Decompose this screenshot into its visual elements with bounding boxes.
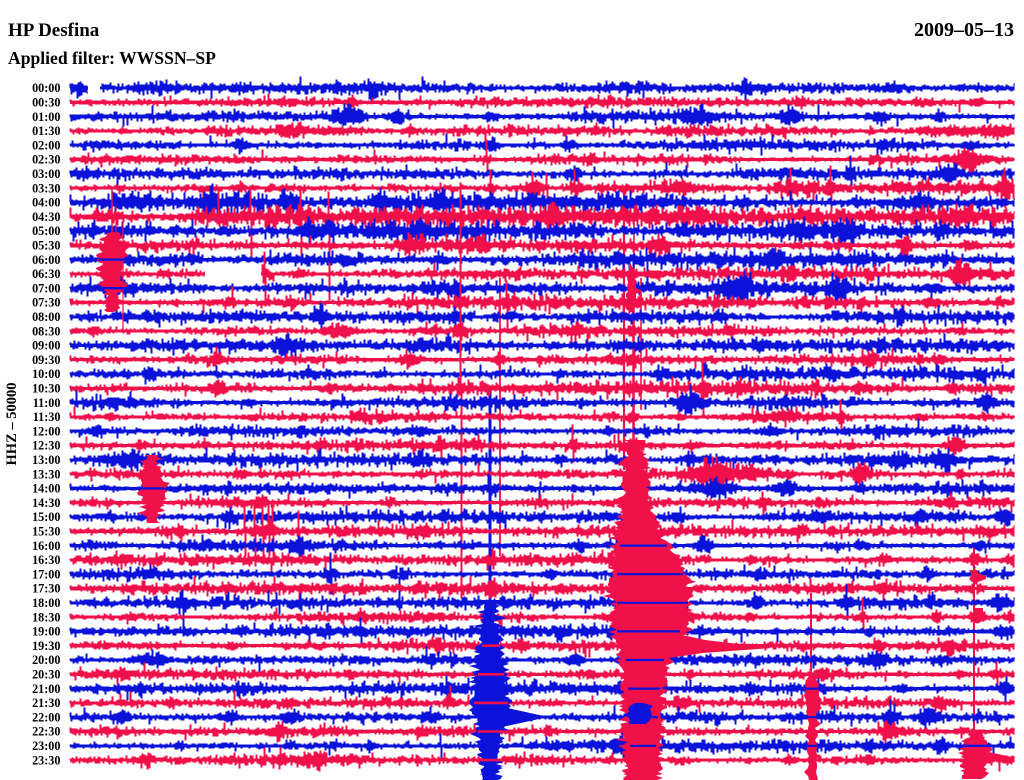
svg-text:14:30: 14:30 <box>32 496 60 510</box>
svg-text:22:30: 22:30 <box>32 725 60 739</box>
svg-text:23:00: 23:00 <box>32 739 60 753</box>
svg-text:03:30: 03:30 <box>32 181 60 195</box>
svg-text:15:00: 15:00 <box>32 510 60 524</box>
svg-text:16:00: 16:00 <box>32 539 60 553</box>
svg-text:04:00: 04:00 <box>32 196 60 210</box>
svg-text:00:30: 00:30 <box>32 96 60 110</box>
svg-text:10:30: 10:30 <box>32 382 60 396</box>
svg-text:09:30: 09:30 <box>32 353 60 367</box>
svg-text:12:30: 12:30 <box>32 439 60 453</box>
svg-text:07:00: 07:00 <box>32 281 60 295</box>
svg-text:17:30: 17:30 <box>32 582 60 596</box>
svg-text:23:30: 23:30 <box>32 753 60 767</box>
svg-text:06:00: 06:00 <box>32 253 60 267</box>
svg-text:10:00: 10:00 <box>32 367 60 381</box>
svg-text:15:30: 15:30 <box>32 525 60 539</box>
svg-text:09:00: 09:00 <box>32 339 60 353</box>
svg-text:02:30: 02:30 <box>32 153 60 167</box>
svg-text:08:00: 08:00 <box>32 310 60 324</box>
svg-text:07:30: 07:30 <box>32 296 60 310</box>
svg-text:Applied filter: WWSSN–SP: Applied filter: WWSSN–SP <box>8 48 216 68</box>
svg-text:14:00: 14:00 <box>32 482 60 496</box>
svg-text:11:00: 11:00 <box>33 396 61 410</box>
svg-text:02:00: 02:00 <box>32 138 60 152</box>
svg-text:03:00: 03:00 <box>32 167 60 181</box>
svg-text:HP Desfina: HP Desfina <box>8 20 100 41</box>
svg-text:12:00: 12:00 <box>32 424 60 438</box>
svg-text:06:30: 06:30 <box>32 267 60 281</box>
svg-text:01:00: 01:00 <box>32 110 60 124</box>
svg-text:08:30: 08:30 <box>32 324 60 338</box>
svg-text:22:00: 22:00 <box>32 710 60 724</box>
svg-text:HHZ – 50000: HHZ – 50000 <box>4 383 20 466</box>
svg-text:16:30: 16:30 <box>32 553 60 567</box>
svg-text:19:00: 19:00 <box>32 625 60 639</box>
svg-text:20:30: 20:30 <box>32 668 60 682</box>
svg-text:13:30: 13:30 <box>32 467 60 481</box>
svg-text:2009–05–13: 2009–05–13 <box>914 19 1014 41</box>
svg-text:05:00: 05:00 <box>32 224 60 238</box>
svg-text:13:00: 13:00 <box>32 453 60 467</box>
svg-text:18:00: 18:00 <box>32 596 60 610</box>
svg-text:21:30: 21:30 <box>32 696 60 710</box>
svg-text:21:00: 21:00 <box>32 682 60 696</box>
svg-text:11:30: 11:30 <box>33 410 61 424</box>
svg-text:04:30: 04:30 <box>32 210 60 224</box>
svg-text:20:00: 20:00 <box>32 653 60 667</box>
svg-text:00:00: 00:00 <box>32 81 60 95</box>
svg-text:18:30: 18:30 <box>32 610 60 624</box>
svg-text:17:00: 17:00 <box>32 567 60 581</box>
svg-text:05:30: 05:30 <box>32 239 60 253</box>
svg-text:01:30: 01:30 <box>32 124 60 138</box>
svg-text:19:30: 19:30 <box>32 639 60 653</box>
